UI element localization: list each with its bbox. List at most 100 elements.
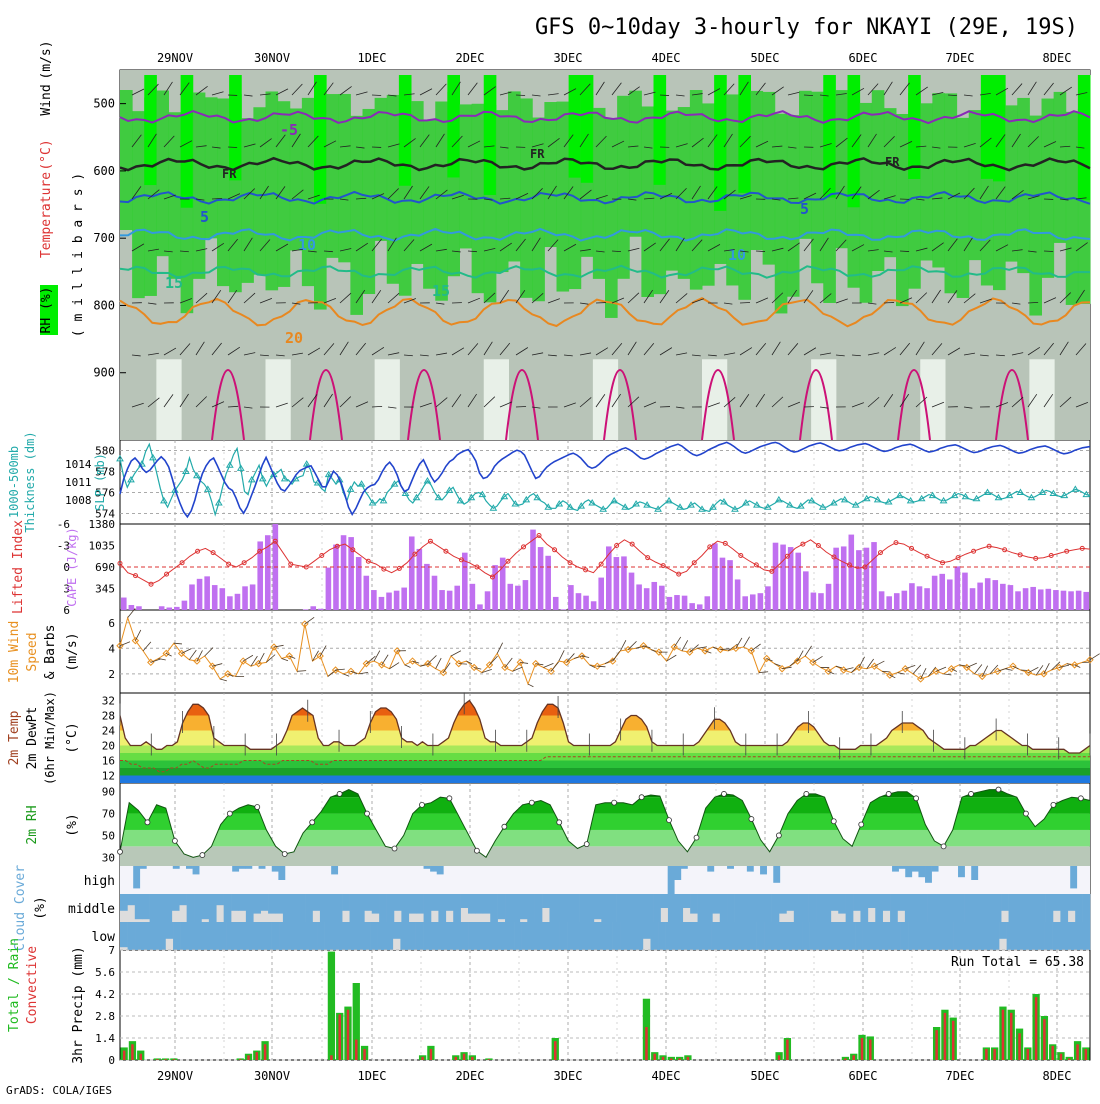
cloud-bar bbox=[1023, 894, 1031, 922]
cloud-bar bbox=[203, 922, 211, 950]
precip-convective-bar bbox=[264, 1044, 266, 1060]
cloud-bar bbox=[446, 922, 454, 950]
surface-wind-barb bbox=[520, 662, 528, 663]
cloud-bar bbox=[453, 922, 461, 950]
cloud-bar bbox=[597, 922, 605, 950]
rh-green-band bbox=[266, 91, 279, 290]
dewpoint-axis-label: 2m DewPt bbox=[25, 707, 40, 770]
cape-bar bbox=[629, 573, 635, 610]
rh-marker bbox=[557, 820, 562, 825]
cloud-bar bbox=[727, 866, 734, 869]
cape-bar bbox=[909, 583, 915, 610]
cape-bar bbox=[576, 593, 582, 610]
cloud-bar bbox=[241, 922, 249, 950]
cape-bar bbox=[849, 535, 855, 610]
cape-bar bbox=[598, 578, 604, 610]
surface-wind-barb bbox=[135, 630, 140, 641]
cloud-bar bbox=[1022, 922, 1030, 950]
rh-marker bbox=[200, 853, 205, 858]
cloud-bar bbox=[249, 922, 257, 950]
cloud-bar bbox=[394, 894, 402, 911]
rh-marker bbox=[118, 849, 123, 854]
cloud-bar bbox=[712, 894, 720, 914]
cloud-bar bbox=[878, 922, 886, 950]
cloud-bar bbox=[897, 894, 905, 911]
cloud-layer-label: middle bbox=[68, 902, 115, 917]
cloud-bar bbox=[1075, 922, 1083, 950]
surface-wind-barb bbox=[790, 659, 799, 667]
rh-marker bbox=[694, 835, 699, 840]
precip-convective-bar bbox=[1043, 1019, 1045, 1060]
cape-bar bbox=[1083, 592, 1089, 610]
cloud-bar bbox=[461, 894, 469, 908]
cloud-bar bbox=[143, 922, 151, 950]
cloud-bar bbox=[912, 894, 920, 922]
isotherm-label: 5 bbox=[200, 208, 209, 226]
cloud-bar bbox=[825, 922, 833, 950]
cloud-bar bbox=[786, 894, 794, 911]
cloud-bar bbox=[400, 922, 408, 950]
cloud-bar bbox=[557, 894, 565, 922]
cloud-bar bbox=[794, 922, 802, 950]
slp-tick-label: 1011 bbox=[65, 476, 92, 489]
cape-bar bbox=[758, 593, 764, 610]
isotherm-label: FR bbox=[530, 147, 545, 161]
cape-bar bbox=[174, 607, 180, 610]
cloud-bar bbox=[628, 922, 636, 950]
precip-unit-label: 3hr Precip (mm) bbox=[71, 946, 86, 1063]
precip-convective-bar bbox=[173, 1059, 175, 1060]
surface-wind-barb bbox=[597, 666, 605, 667]
precip-total-axis-label: Total / Rain bbox=[7, 938, 22, 1032]
cape-bar bbox=[379, 597, 385, 610]
cloud-bar bbox=[272, 866, 279, 872]
cape-bar bbox=[894, 593, 900, 610]
cloud-bar bbox=[424, 894, 432, 922]
rh-high-band bbox=[823, 75, 836, 198]
cloud-bar bbox=[823, 894, 831, 922]
rh-high-band bbox=[908, 75, 921, 179]
cape-bar bbox=[924, 588, 930, 610]
cloud-bar bbox=[868, 894, 876, 908]
cloud-bar bbox=[831, 894, 839, 911]
rh-green-band bbox=[544, 102, 557, 247]
surface-wind-barb bbox=[282, 659, 288, 661]
cloud-bar bbox=[840, 922, 848, 950]
temp-color-band bbox=[120, 776, 1090, 784]
cloud-bar bbox=[290, 894, 298, 922]
cloud-bar bbox=[1075, 894, 1083, 922]
temp-color-band bbox=[120, 761, 1090, 769]
rh-marker bbox=[282, 851, 287, 856]
surface-wind-barb bbox=[320, 646, 326, 656]
date-label-top: 2DEC bbox=[456, 51, 485, 65]
cloud-bar bbox=[416, 922, 424, 950]
temp-color-band bbox=[120, 768, 1090, 776]
cloud-bar bbox=[749, 894, 757, 922]
cloud-bar bbox=[150, 894, 158, 922]
precip-convective-bar bbox=[455, 1057, 457, 1060]
rh-green-band bbox=[193, 93, 206, 279]
rh-marker bbox=[1023, 811, 1028, 816]
cape-bar bbox=[386, 593, 392, 610]
cloud-bar bbox=[779, 922, 787, 950]
cloud-bar bbox=[567, 922, 575, 950]
cloud-bar bbox=[635, 922, 643, 950]
rh2m-unit-label: (%) bbox=[65, 813, 80, 836]
rh-marker bbox=[667, 818, 672, 823]
cloud-bar bbox=[870, 922, 878, 950]
cloud-bar bbox=[272, 922, 280, 950]
cloud-bar bbox=[666, 922, 674, 950]
precip-convective-bar bbox=[471, 1057, 473, 1060]
upper-wind-barb bbox=[660, 95, 669, 96]
cape-bar bbox=[932, 576, 938, 610]
cape-bar bbox=[689, 603, 695, 610]
rh-marker bbox=[831, 819, 836, 824]
cape-bar bbox=[553, 597, 559, 610]
cape-bar bbox=[674, 595, 680, 610]
cape-bar bbox=[507, 584, 513, 610]
footer-credit: GrADS: COLA/IGES bbox=[6, 1084, 112, 1097]
precip-convective-bar bbox=[869, 1040, 871, 1060]
rh-marker bbox=[776, 833, 781, 838]
cape-bar bbox=[220, 588, 226, 610]
cloud-bar bbox=[332, 922, 340, 950]
precip-convective-bar bbox=[778, 1055, 780, 1060]
